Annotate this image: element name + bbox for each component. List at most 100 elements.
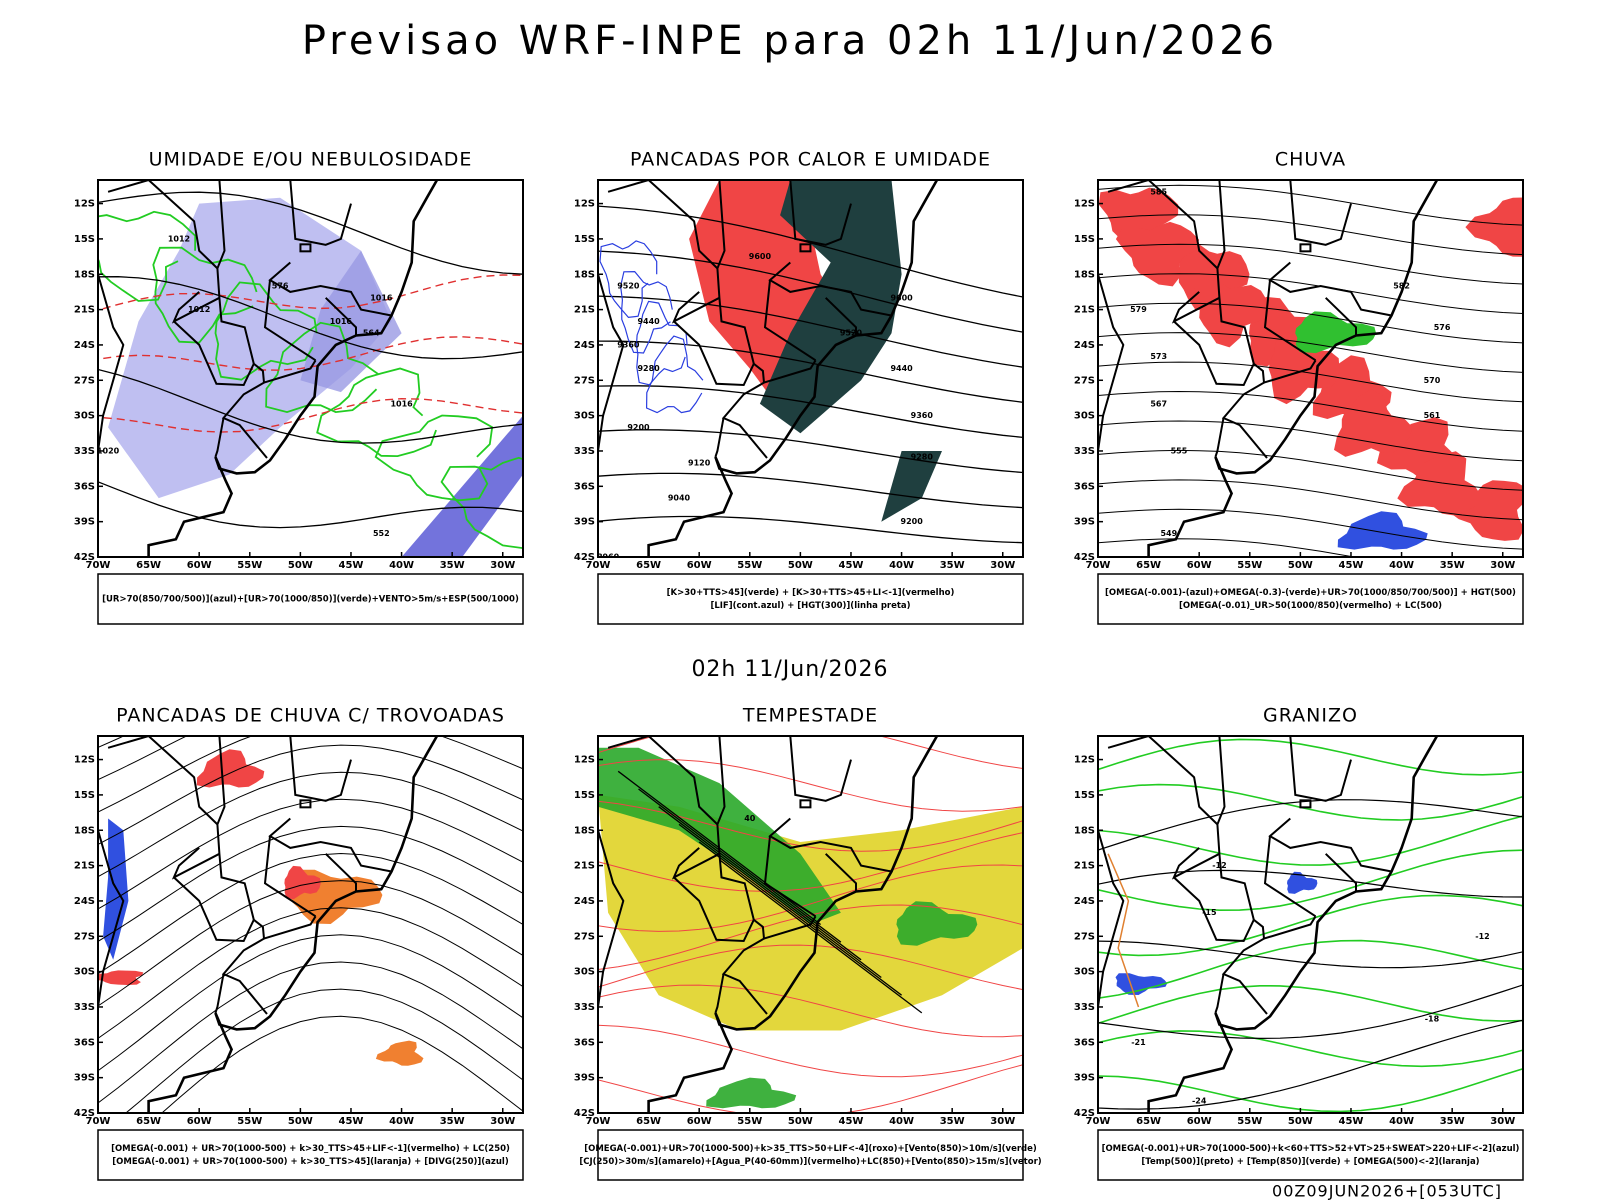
lon-label: 45W <box>338 560 363 571</box>
map-frame <box>1097 179 1524 558</box>
lat-label: 33S <box>574 1002 595 1013</box>
subtitle: 02h 11/Jun/2026 <box>691 657 888 682</box>
border <box>607 180 719 270</box>
panel-title: GRANIZO <box>1263 705 1358 727</box>
contour-line <box>98 276 523 360</box>
border <box>598 274 625 452</box>
border <box>171 847 220 880</box>
contour-line <box>598 944 1023 991</box>
border <box>1289 736 1352 802</box>
contour-label: -12 <box>1212 861 1226 870</box>
field-area <box>196 749 265 788</box>
border <box>1173 876 1255 943</box>
legend-box <box>97 573 524 625</box>
lat-label: 30S <box>574 967 595 978</box>
contour-line <box>598 759 1023 812</box>
lat-label: 36S <box>74 481 95 492</box>
field-area <box>706 1077 797 1109</box>
contour-line <box>598 864 1023 932</box>
border <box>289 180 352 246</box>
lat-label: 42S <box>1074 552 1095 563</box>
map-frame <box>597 179 1024 558</box>
lon-label: 30W <box>490 1116 515 1127</box>
lon-label: 70W <box>86 1116 111 1127</box>
lat-label: 18S <box>74 825 95 836</box>
map-frame <box>97 179 524 558</box>
lon-label: 40W <box>389 1116 414 1127</box>
contour-label: 561 <box>1424 411 1441 420</box>
lat-label: 21S <box>74 861 95 872</box>
contour-line <box>125 988 523 1113</box>
lat-label: 33S <box>74 1002 95 1013</box>
lake <box>1299 243 1312 253</box>
contour-line <box>1098 984 1523 1025</box>
border <box>263 279 317 362</box>
lon-label: 30W <box>990 560 1015 571</box>
lon-label: 50W <box>1288 1116 1313 1127</box>
contour-line <box>1098 940 1523 969</box>
lat-label: 15S <box>574 790 595 801</box>
lat-label: 12S <box>74 755 95 766</box>
lon-label: 40W <box>1389 560 1414 571</box>
lon-label: 40W <box>889 1116 914 1127</box>
border <box>825 853 857 892</box>
border <box>1268 261 1392 317</box>
contour-line <box>598 1024 1023 1078</box>
panel-title: PANCADAS POR CALOR E UMIDADE <box>630 149 991 171</box>
panel-title: TEMPESTADE <box>742 705 878 727</box>
border <box>714 973 725 1014</box>
map-content: 585 582 579 576 573 570 567 561 555 549 <box>1098 180 1523 557</box>
contour-line <box>1098 449 1523 491</box>
lon-label: 30W <box>490 560 515 571</box>
contour-line <box>1098 302 1523 344</box>
legend-text: [OMEGA(-0.001)-(azul)+OMEGA(-0.3)-(verde… <box>1105 588 1516 598</box>
contour-line <box>598 736 1023 770</box>
contour-line <box>1098 273 1523 315</box>
border <box>1171 291 1220 324</box>
lat-label: 12S <box>1074 199 1095 210</box>
contour-line <box>1098 390 1523 432</box>
contour-label: 9360 <box>617 340 640 349</box>
border <box>1214 417 1225 458</box>
border <box>673 320 755 387</box>
contour-line <box>1098 538 1358 557</box>
map-content: 40 <box>598 736 1023 1113</box>
contour-line <box>598 472 1023 509</box>
border <box>763 359 817 384</box>
contour-label: 582 <box>1393 282 1410 291</box>
lon-label: 40W <box>1389 1116 1414 1127</box>
contour-line <box>316 367 437 458</box>
lat-label: 15S <box>74 790 95 801</box>
field-area <box>1397 451 1483 516</box>
contour-line <box>98 191 523 275</box>
lat-label: 21S <box>1074 305 1095 316</box>
field-area <box>1465 197 1523 257</box>
border <box>763 915 817 940</box>
contour-label: 579 <box>1130 305 1147 314</box>
lat-label: 36S <box>1074 1037 1095 1048</box>
contour-line <box>98 481 523 529</box>
lat-label: 12S <box>74 199 95 210</box>
contour-line <box>1098 361 1523 403</box>
lat-label: 27S <box>1074 931 1095 942</box>
border <box>673 876 755 943</box>
contour-label: -24 <box>1192 1097 1207 1106</box>
contour-line <box>98 368 523 444</box>
map-content: 9600 9600 9520 9520 9440 9440 9360 9360 9280 9280… <box>598 180 1023 557</box>
map-panel: UMIDADE E/OU NEBULOSIDADE101210121016101… <box>74 149 524 625</box>
contour-line <box>98 880 523 1007</box>
lon-label: 65W <box>636 560 661 571</box>
contour-line <box>98 736 523 813</box>
lat-label: 21S <box>574 861 595 872</box>
lon-label: 60W <box>1187 1116 1212 1127</box>
contour-label: 1016 <box>370 293 393 302</box>
lat-label: 12S <box>1074 755 1095 766</box>
contour-line <box>678 823 882 979</box>
field-area <box>1115 973 1168 995</box>
contour-line <box>598 429 1023 474</box>
lon-label: 60W <box>687 560 712 571</box>
lon-label: 30W <box>1490 560 1515 571</box>
lat-label: 36S <box>74 1037 95 1048</box>
border <box>171 291 220 324</box>
contour-label: 1016 <box>390 399 413 408</box>
